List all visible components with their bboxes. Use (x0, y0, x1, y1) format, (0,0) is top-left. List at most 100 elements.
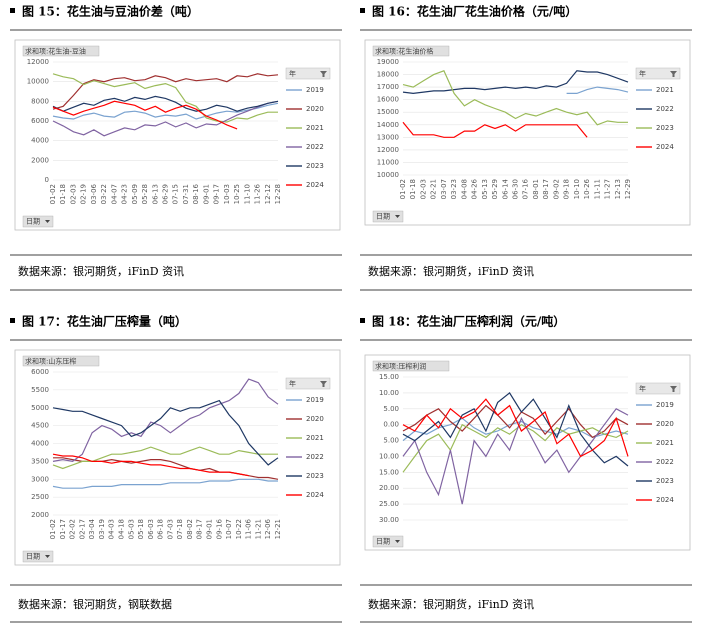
y-tick-label: 4500 (31, 422, 49, 430)
y-tick-label: 10.00 (379, 452, 399, 460)
figure-caption: 图 17：花生油厂压榨量（吨） (22, 314, 187, 329)
legend-title: 年 (639, 69, 646, 78)
x-tick-label: 02-17 (78, 519, 86, 539)
x-tick-label: 12-13 (614, 179, 622, 199)
legend-header (285, 377, 331, 390)
x-tick-label: 03-07 (440, 179, 448, 199)
dropdown-arrow (395, 540, 400, 543)
legend-label: 2019 (306, 86, 324, 94)
series-line (52, 73, 278, 123)
dropdown-arrow (45, 220, 50, 223)
legend-header (635, 382, 681, 395)
x-tick-label: 08-17 (196, 519, 204, 539)
x-tick-label: 04-08 (460, 179, 468, 199)
x-tick-label: 02-21 (430, 179, 438, 199)
y-tick-label: 15.00 (379, 373, 399, 381)
legend-header (635, 67, 681, 80)
date-field: 日期 (26, 218, 40, 226)
y-tick-label: 16000 (377, 96, 399, 104)
series-line (52, 73, 279, 110)
x-tick-label: 05-18 (137, 519, 145, 539)
legend-label: 2021 (306, 124, 324, 132)
y-tick-label: 25.00 (379, 500, 399, 508)
legend-header (285, 67, 331, 80)
y-tick-label: 3500 (31, 457, 49, 465)
legend-label: 2024 (656, 143, 674, 151)
x-tick-label: 12-21 (274, 519, 282, 539)
x-tick-label: 04-03 (108, 519, 116, 539)
x-tick-label: 05-13 (481, 179, 489, 199)
y-tick-label: 5500 (31, 386, 49, 394)
x-tick-label: 09-02 (552, 179, 560, 199)
y-tick-label: 5.00 (383, 437, 399, 445)
x-tick-label: 10-07 (225, 519, 233, 539)
legend-label: 2020 (656, 420, 674, 428)
y-tick-label: 14000 (377, 121, 399, 129)
x-tick-label: 10-25 (233, 184, 241, 204)
x-tick-label: 09-01 (202, 184, 210, 204)
x-tick-label: 08-16 (192, 183, 200, 204)
y-tick-label: 6000 (31, 117, 49, 125)
x-tick-label: 03-22 (100, 184, 108, 204)
dropdown-arrow (395, 215, 400, 218)
filter-icon (670, 386, 677, 392)
y-tick-label: 15000 (377, 108, 399, 116)
series-line (52, 453, 249, 477)
x-tick-label: 10-22 (235, 519, 243, 539)
legend-label: 2022 (306, 143, 324, 151)
x-tick-label: 04-23 (121, 184, 129, 204)
bullet (360, 318, 365, 323)
y-tick-label: 2500 (31, 493, 49, 501)
series-line (52, 478, 278, 489)
date-field-box (22, 550, 54, 563)
legend-title: 年 (289, 379, 296, 388)
legend-label: 2024 (306, 491, 324, 499)
y-tick-label: 3000 (31, 475, 49, 483)
legend-label: 2024 (656, 496, 674, 504)
x-tick-label: 07-16 (522, 178, 530, 199)
date-field: 日期 (376, 213, 390, 221)
series-line (402, 70, 628, 126)
legend-label: 2023 (656, 124, 674, 132)
figure-caption: 图 18：花生油厂压榨利润（元/吨） (372, 314, 565, 329)
y-tick-label: 2000 (31, 511, 49, 519)
x-tick-label: 12-06 (264, 518, 272, 539)
x-tick-label: 05-28 (141, 184, 149, 204)
y-tick-label: 4000 (31, 137, 49, 145)
figure-source: 数据来源：银河期货，iFinD 资讯 (18, 264, 184, 278)
series-line (52, 102, 279, 120)
legend-label: 2021 (306, 434, 324, 442)
y-tick-label: 10000 (377, 171, 399, 179)
x-tick-label: 01-02 (399, 179, 407, 199)
pivot-label-box (22, 355, 100, 367)
series-line (52, 100, 238, 130)
y-tick-label: 12000 (377, 146, 399, 154)
y-tick-label: 20.00 (379, 484, 399, 492)
date-field: 日期 (26, 553, 40, 561)
bullet (10, 318, 15, 323)
series-line (402, 398, 629, 458)
x-tick-label: 08-02 (186, 519, 194, 539)
x-tick-label: 11-26 (254, 183, 262, 204)
filter-icon (320, 381, 327, 387)
pivot-label-box (372, 360, 450, 372)
x-tick-label: 02-03 (69, 184, 77, 204)
y-tick-label: 8000 (31, 97, 49, 105)
filter-icon (670, 71, 677, 77)
x-tick-label: 05-29 (491, 179, 499, 199)
x-tick-label: 06-30 (512, 179, 520, 199)
series-line (52, 399, 279, 466)
pivot-label-box (372, 45, 450, 57)
series-line (566, 86, 629, 94)
x-tick-label: 01-02 (49, 519, 57, 539)
x-tick-label: 01-18 (59, 184, 67, 204)
pivot-label-box (22, 45, 100, 57)
y-tick-label: 11000 (377, 158, 399, 166)
legend-label: 2020 (306, 415, 324, 423)
y-tick-label: 12000 (27, 58, 49, 66)
x-tick-label: 08-17 (542, 179, 550, 199)
x-tick-label: 07-15 (172, 184, 180, 204)
x-tick-label: 06-03 (147, 519, 155, 539)
y-tick-label: 13000 (377, 133, 399, 141)
